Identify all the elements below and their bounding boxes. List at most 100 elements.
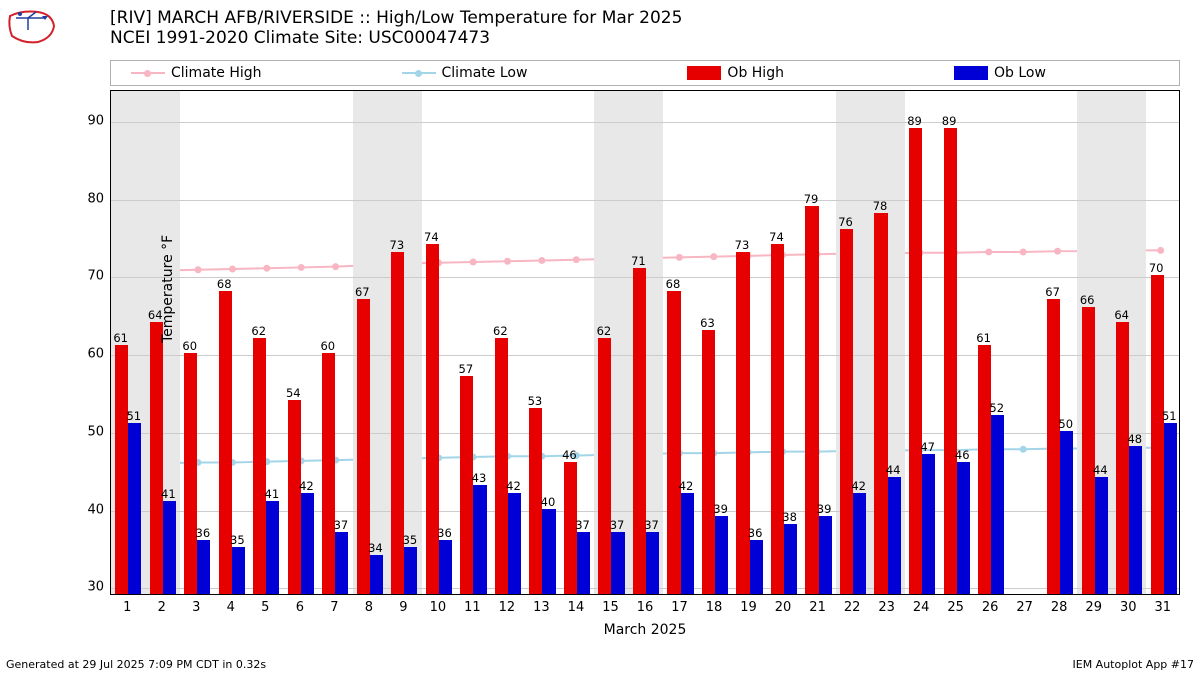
ob-high-value: 64 <box>1114 308 1129 322</box>
climate-high-line-marker <box>1054 248 1061 255</box>
ob-low-value: 42 <box>506 479 521 493</box>
ob-low-bar <box>1095 477 1108 594</box>
x-tick-label: 6 <box>296 600 304 615</box>
x-tick-label: 10 <box>430 600 447 615</box>
x-tick-label: 17 <box>671 600 688 615</box>
ob-low-value: 41 <box>265 487 280 501</box>
ob-low-bar <box>1164 423 1177 594</box>
ob-high-bar <box>253 338 266 594</box>
ob-low-bar <box>784 524 797 594</box>
ob-high-bar <box>115 345 128 594</box>
ob-low-value: 50 <box>1058 417 1073 431</box>
x-tick-label: 11 <box>464 600 481 615</box>
ob-high-value: 61 <box>976 331 991 345</box>
climate-high-line-marker <box>710 253 717 260</box>
ob-low-value: 37 <box>575 518 590 532</box>
ob-low-bar <box>128 423 141 594</box>
climate-high-line-marker <box>195 266 202 273</box>
y-tick-label: 80 <box>87 191 104 206</box>
ob-high-value: 63 <box>700 316 715 330</box>
ob-low-bar <box>301 493 314 594</box>
iem-logo <box>6 6 58 46</box>
ob-low-bar <box>646 532 659 594</box>
ob-low-value: 36 <box>196 526 211 540</box>
x-tick-label: 3 <box>192 600 200 615</box>
x-tick-label: 29 <box>1085 600 1102 615</box>
x-tick-label: 22 <box>844 600 861 615</box>
climate-high-line-marker <box>298 264 305 271</box>
ob-high-value: 60 <box>182 339 197 353</box>
ob-low-bar <box>853 493 866 594</box>
ob-low-bar <box>473 485 486 594</box>
legend-climate-low: Climate Low <box>402 65 528 81</box>
ob-high-value: 71 <box>631 254 646 268</box>
x-tick-label: 18 <box>706 600 723 615</box>
ob-low-value: 42 <box>299 479 314 493</box>
ob-low-value: 36 <box>748 526 763 540</box>
climate-low-line-marker <box>1020 446 1027 453</box>
ob-high-value: 61 <box>113 331 128 345</box>
y-tick-label: 30 <box>87 580 104 595</box>
y-tick-label: 60 <box>87 347 104 362</box>
y-tick-label: 90 <box>87 114 104 129</box>
x-tick-label: 13 <box>533 600 550 615</box>
ob-high-value: 67 <box>1045 285 1060 299</box>
ob-high-value: 76 <box>838 215 853 229</box>
ob-low-value: 46 <box>955 448 970 462</box>
x-tick-label: 15 <box>602 600 619 615</box>
y-axis-label: Temperature °F <box>160 234 176 342</box>
x-tick-label: 4 <box>227 600 235 615</box>
ob-high-bar <box>460 376 473 594</box>
ob-low-value: 39 <box>817 502 832 516</box>
ob-high-value: 66 <box>1080 293 1095 307</box>
ob-low-bar <box>163 501 176 594</box>
climate-high-line-marker <box>538 257 545 264</box>
climate-high-line-marker <box>676 254 683 261</box>
ob-low-bar <box>370 555 383 594</box>
legend-label: Ob Low <box>994 65 1046 81</box>
ob-low-value: 47 <box>920 440 935 454</box>
ob-high-bar <box>184 353 197 594</box>
ob-high-value: 60 <box>320 339 335 353</box>
legend-climate-high: Climate High <box>131 65 262 81</box>
ob-high-bar <box>771 244 784 594</box>
ob-high-bar <box>840 229 853 594</box>
ob-high-value: 74 <box>769 230 784 244</box>
ob-high-bar <box>1151 275 1164 594</box>
x-tick-label: 5 <box>261 600 269 615</box>
legend-label: Climate Low <box>442 65 528 81</box>
ob-high-bar <box>978 345 991 594</box>
ob-high-value: 46 <box>562 448 577 462</box>
ob-low-value: 35 <box>230 533 245 547</box>
ob-low-bar <box>1060 431 1073 594</box>
x-tick-label: 19 <box>740 600 757 615</box>
ob-low-bar <box>266 501 279 594</box>
ob-high-value: 62 <box>493 324 508 338</box>
ob-high-bar <box>1082 307 1095 594</box>
ob-high-value: 89 <box>942 114 957 128</box>
y-tick-label: 40 <box>87 502 104 517</box>
ob-low-bar <box>681 493 694 594</box>
ob-low-value: 35 <box>403 533 418 547</box>
ob-high-bar <box>874 213 887 594</box>
plot-area: Climate High Climate Low Ob High Ob Low … <box>110 60 1180 625</box>
x-tick-label: 24 <box>913 600 930 615</box>
legend-label: Climate High <box>171 65 262 81</box>
ob-low-bar <box>232 547 245 594</box>
ob-high-bar <box>633 268 646 594</box>
ob-low-bar <box>922 454 935 594</box>
ob-high-value: 64 <box>148 308 163 322</box>
ob-high-value: 79 <box>804 192 819 206</box>
ob-low-bar <box>508 493 521 594</box>
ob-low-value: 52 <box>989 401 1004 415</box>
x-tick-label: 16 <box>637 600 654 615</box>
ob-high-value: 78 <box>873 199 888 213</box>
ob-low-bar <box>335 532 348 594</box>
climate-high-line-marker <box>504 258 511 265</box>
ob-high-bar <box>426 244 439 594</box>
ob-high-value: 54 <box>286 386 301 400</box>
ob-low-value: 48 <box>1127 432 1142 446</box>
ob-high-value: 70 <box>1149 261 1164 275</box>
ob-low-value: 42 <box>679 479 694 493</box>
climate-high-line-marker <box>263 265 270 272</box>
